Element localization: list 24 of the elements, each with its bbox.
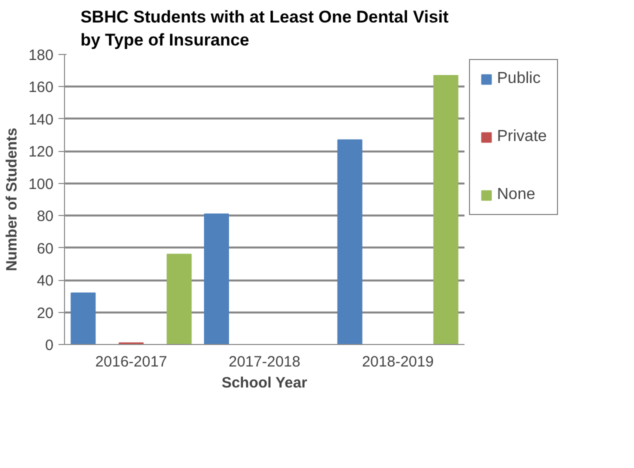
y-axis-title: Number of Students [3, 128, 20, 272]
y-tick-label: 100 [28, 176, 54, 193]
y-tick-label: 160 [28, 79, 54, 96]
y-tick-label: 80 [36, 208, 54, 226]
legend-label: Private [497, 128, 547, 146]
bar [70, 292, 96, 344]
x-axis-title: School Year [222, 374, 308, 392]
y-tick-label: 0 [45, 337, 54, 354]
legend-label: Public [497, 70, 541, 88]
bar [166, 254, 192, 344]
chart-title: SBHC Students with at Least One Dental Visit by Type of Insurance [80, 8, 449, 50]
bar [337, 139, 362, 344]
y-tick-label: 40 [36, 272, 54, 290]
y-tick-label: 60 [36, 240, 54, 258]
x-tick-label: 2018-2019 [362, 354, 434, 370]
x-tick-label: 2016-2017 [95, 354, 168, 370]
bar [433, 74, 458, 344]
y-tick-label: 20 [36, 304, 54, 322]
bar [204, 214, 229, 344]
y-tick-label: 180 [28, 47, 54, 64]
legend-label: None [497, 186, 536, 204]
y-tick-label: 140 [28, 111, 54, 128]
y-tick-label: 120 [28, 144, 54, 161]
x-tick-label: 2017-2018 [228, 354, 300, 370]
